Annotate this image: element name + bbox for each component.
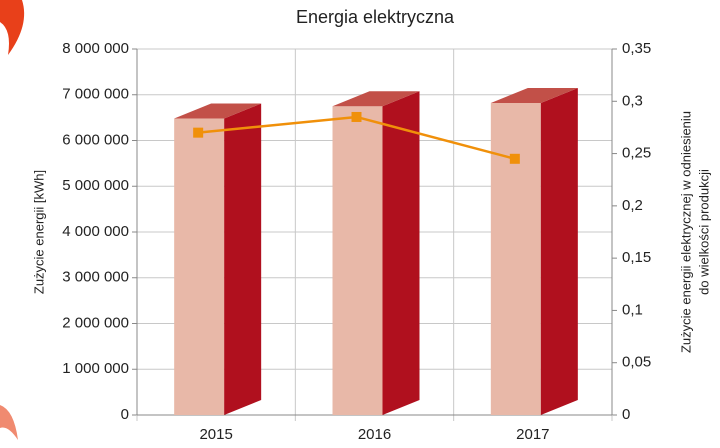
decoration [0,0,25,55]
bar [332,106,383,415]
bar-side [224,103,262,415]
y-tick-label: 7 000 000 [62,86,129,103]
line-marker [193,127,204,138]
y2-axis-title: do wielkości produkcji [696,169,711,295]
y-tick-label: 8 000 000 [62,40,129,57]
y-tick-label: 3 000 000 [62,269,129,286]
y-axis-title: Zużycie energii [kWh] [31,170,46,294]
y2-tick-label: 0,1 [622,301,643,318]
bar [490,102,541,416]
y2-axis-title: Zużycie energii elektrycznej w odniesien… [678,111,693,353]
y-tick-label: 5 000 000 [62,177,129,194]
y2-tick-label: 0,15 [622,249,651,266]
x-tick-label: 2015 [199,426,232,443]
bar-top [174,103,262,119]
y-tick-label: 1 000 000 [62,360,129,377]
y-tick-label: 2 000 000 [62,314,129,331]
x-tick-label: 2016 [358,426,391,443]
y2-tick-label: 0,3 [622,92,643,109]
y-tick-label: 4 000 000 [62,223,129,240]
bar-top [332,91,420,107]
chart-title: Energia elektryczna [296,7,455,27]
line-marker [509,153,520,164]
y2-tick-label: 0,2 [622,197,643,214]
x-tick-label: 2017 [516,426,549,443]
bar [174,118,225,415]
y2-tick-label: 0,35 [622,40,651,57]
y2-tick-label: 0,25 [622,145,651,162]
bar-side [540,87,578,416]
bar-side [382,91,420,415]
line-marker [351,111,362,122]
y-tick-label: 0 [121,406,129,423]
y2-tick-label: 0 [622,406,630,423]
bar-top [490,87,578,103]
y-tick-label: 6 000 000 [62,131,129,148]
decoration [0,405,18,440]
y2-tick-label: 0,05 [622,354,651,371]
